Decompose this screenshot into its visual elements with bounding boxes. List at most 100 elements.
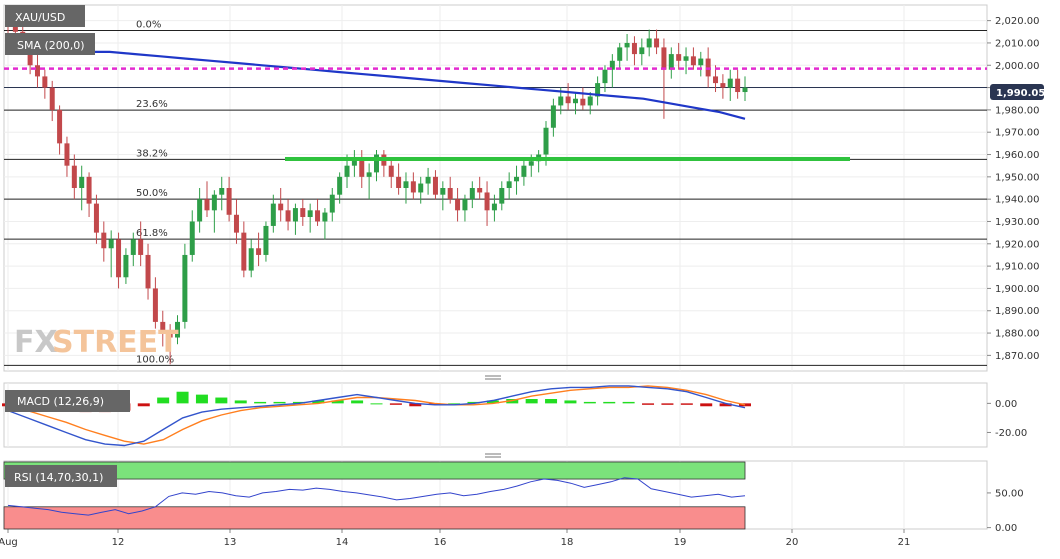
candle-body	[315, 210, 321, 222]
candle-body	[713, 76, 719, 84]
candle-body	[123, 254, 129, 278]
candle-body	[49, 87, 55, 110]
candle-body	[477, 188, 483, 193]
candle-body	[329, 194, 335, 213]
candle-body	[278, 203, 284, 211]
macd-panel	[3, 382, 988, 448]
macd-histogram-bar	[215, 397, 228, 404]
candle-body	[256, 248, 262, 255]
macd-histogram-bar	[583, 401, 596, 404]
candle-body	[145, 254, 151, 289]
macd-y-tick-label: 0.00	[995, 399, 1017, 410]
candle-body	[160, 321, 166, 334]
macd-histogram-bar	[157, 397, 170, 404]
watermark-street: STREET	[52, 325, 179, 360]
candle-body	[661, 47, 667, 70]
candle-body	[175, 321, 181, 338]
sma-label: SMA (200,0)	[17, 39, 85, 52]
candle-body	[366, 172, 372, 177]
candle-body	[197, 199, 203, 222]
macd-line	[7, 385, 746, 447]
candle-body	[108, 239, 114, 249]
x-tick-label: 20	[786, 537, 799, 548]
y-tick-label: 1,890.00	[995, 306, 1040, 317]
fib-level-label: 100.0%	[136, 354, 174, 365]
x-tick-label: 21	[898, 537, 911, 548]
candle-body	[484, 192, 490, 211]
candle-body	[418, 183, 424, 193]
fib-level-label: 0.0%	[136, 19, 161, 30]
y-tick-label: 1,900.00	[995, 284, 1040, 295]
candle-body	[322, 212, 328, 222]
candle-body	[639, 47, 645, 55]
x-tick-label: 12	[112, 537, 125, 548]
sma-200-line	[8, 48, 746, 120]
candle-body	[93, 203, 99, 233]
y-tick-label: 1,940.00	[995, 195, 1040, 206]
candle-body	[182, 254, 188, 322]
candle-body	[233, 214, 239, 233]
candle-body	[211, 194, 217, 211]
candle-body	[720, 83, 726, 88]
candle-body	[690, 56, 696, 66]
current-price-tag	[990, 84, 1044, 100]
macd-resize-handle[interactable]	[485, 375, 501, 380]
macd-histogram-bar	[292, 401, 305, 404]
x-tick-label: 14	[336, 537, 349, 548]
candle-body	[742, 87, 748, 93]
candle-body	[138, 239, 144, 255]
x-tick-label: 13	[224, 537, 237, 548]
macd-histogram-bar	[719, 403, 732, 407]
fib-level-label: 61.8%	[136, 228, 168, 239]
macd-histogram-bar	[739, 403, 751, 407]
rsi-resize-handle[interactable]	[485, 453, 501, 458]
candle-body	[307, 210, 313, 218]
macd-histogram-bar	[370, 403, 383, 405]
x-tick-label: 18	[561, 537, 574, 548]
y-tick-label: 1,960.00	[995, 150, 1040, 161]
candle-body	[101, 232, 107, 249]
candle-body	[396, 176, 402, 188]
candle-body	[388, 165, 394, 177]
rsi-plate	[5, 465, 117, 487]
candle-body	[403, 181, 409, 188]
macd-histogram-bar	[254, 401, 267, 404]
candle-body	[219, 188, 225, 195]
macd-histogram-bar	[331, 400, 344, 404]
candle-body	[270, 203, 276, 226]
candle-body	[226, 188, 232, 215]
candle-body	[565, 96, 571, 104]
candle-body	[34, 65, 40, 77]
macd-label: MACD (12,26,9)	[17, 395, 104, 408]
macd-histogram-bar	[622, 401, 635, 404]
candle-body	[595, 83, 601, 97]
candle-body	[57, 109, 63, 144]
rsi-oversold-zone	[3, 506, 746, 530]
y-tick-label: 1,950.00	[995, 172, 1040, 183]
macd-plate	[5, 390, 130, 412]
y-tick-label: 1,880.00	[995, 329, 1040, 340]
candle-body	[79, 176, 85, 188]
candle-body	[130, 239, 136, 255]
candle-body	[499, 188, 505, 204]
candle-body	[116, 239, 122, 278]
x-tick-label: 19	[674, 537, 687, 548]
candle-body	[676, 54, 682, 61]
candle-body	[727, 78, 733, 88]
macd-histogram-bar	[525, 399, 538, 404]
macd-histogram-bar	[273, 401, 286, 404]
candle-body	[152, 288, 158, 322]
fib-level-label: 38.2%	[136, 148, 168, 159]
candle-body	[248, 248, 254, 271]
macd-histogram-bar	[486, 400, 499, 404]
macd-histogram-bar	[564, 400, 577, 404]
y-tick-label: 1,930.00	[995, 217, 1040, 228]
y-tick-label: 1,870.00	[995, 351, 1040, 362]
candle-body	[602, 69, 608, 84]
macd-histogram-bar	[351, 400, 364, 404]
symbol-label: XAU/USD	[15, 11, 65, 24]
candle-body	[491, 203, 497, 211]
y-tick-label: 1,980.00	[995, 105, 1040, 116]
